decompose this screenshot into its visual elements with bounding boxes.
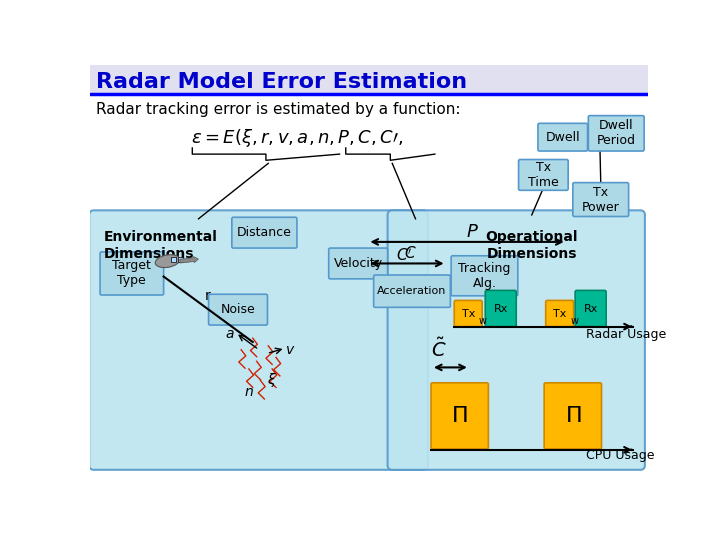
Text: a: a	[225, 327, 234, 341]
Text: Dwell
Period: Dwell Period	[597, 119, 636, 147]
Text: $\xi$: $\xi$	[266, 372, 276, 389]
Text: $\varepsilon = E(\xi, r, v, a, n, P, C, C\prime,$: $\varepsilon = E(\xi, r, v, a, n, P, C, …	[191, 127, 403, 149]
FancyBboxPatch shape	[485, 291, 516, 327]
FancyBboxPatch shape	[451, 256, 518, 296]
Text: Tracking
Alg.: Tracking Alg.	[459, 262, 510, 290]
Text: Radar Model Error Estimation: Radar Model Error Estimation	[96, 72, 467, 92]
FancyBboxPatch shape	[454, 300, 482, 327]
Text: Radar tracking error is estimated by a function:: Radar tracking error is estimated by a f…	[96, 102, 461, 117]
FancyBboxPatch shape	[431, 383, 488, 449]
Bar	[171, 256, 176, 262]
Text: $\Pi$: $\Pi$	[564, 406, 581, 426]
Text: Environmental
Dimensions: Environmental Dimensions	[104, 231, 218, 261]
Text: Radar Usage: Radar Usage	[586, 328, 666, 341]
FancyArrow shape	[180, 256, 199, 263]
Text: $C$: $C$	[404, 245, 416, 261]
Text: n: n	[245, 385, 253, 399]
Text: Target
Type: Target Type	[112, 260, 151, 287]
Text: Acceleration: Acceleration	[377, 286, 446, 296]
Text: Dwell: Dwell	[546, 131, 580, 144]
FancyBboxPatch shape	[374, 275, 451, 307]
Text: v: v	[286, 342, 294, 356]
Text: CPU Usage: CPU Usage	[586, 449, 654, 462]
Text: Tx
Power: Tx Power	[582, 186, 620, 213]
Text: Tx
Time: Tx Time	[528, 161, 559, 189]
Text: Operational
Dimensions: Operational Dimensions	[485, 231, 578, 261]
FancyBboxPatch shape	[544, 383, 601, 449]
Text: Rx: Rx	[583, 303, 598, 314]
Text: Velocity: Velocity	[333, 257, 383, 270]
Text: $C'$: $C'$	[396, 247, 413, 264]
Text: Noise: Noise	[220, 303, 256, 316]
FancyBboxPatch shape	[588, 116, 644, 151]
FancyBboxPatch shape	[573, 183, 629, 217]
Text: $P$: $P$	[466, 223, 479, 241]
Text: Distance: Distance	[237, 226, 292, 239]
Text: $\tilde{C}$: $\tilde{C}$	[431, 338, 446, 361]
Text: w: w	[479, 316, 487, 326]
Text: Tx: Tx	[553, 308, 567, 319]
FancyBboxPatch shape	[232, 217, 297, 248]
FancyBboxPatch shape	[387, 211, 645, 470]
Text: r: r	[204, 289, 210, 302]
Text: $\Pi$: $\Pi$	[451, 406, 468, 426]
Text: w: w	[570, 316, 578, 326]
Text: Tx: Tx	[462, 308, 475, 319]
FancyBboxPatch shape	[329, 248, 387, 279]
FancyBboxPatch shape	[209, 294, 267, 325]
Ellipse shape	[156, 255, 180, 268]
Text: Rx: Rx	[494, 303, 508, 314]
Bar	[178, 256, 183, 262]
FancyBboxPatch shape	[575, 291, 606, 327]
FancyBboxPatch shape	[538, 123, 588, 151]
FancyBboxPatch shape	[518, 159, 568, 190]
FancyBboxPatch shape	[546, 300, 574, 327]
FancyBboxPatch shape	[100, 252, 163, 295]
FancyBboxPatch shape	[89, 211, 428, 470]
Bar	[90, 65, 648, 94]
